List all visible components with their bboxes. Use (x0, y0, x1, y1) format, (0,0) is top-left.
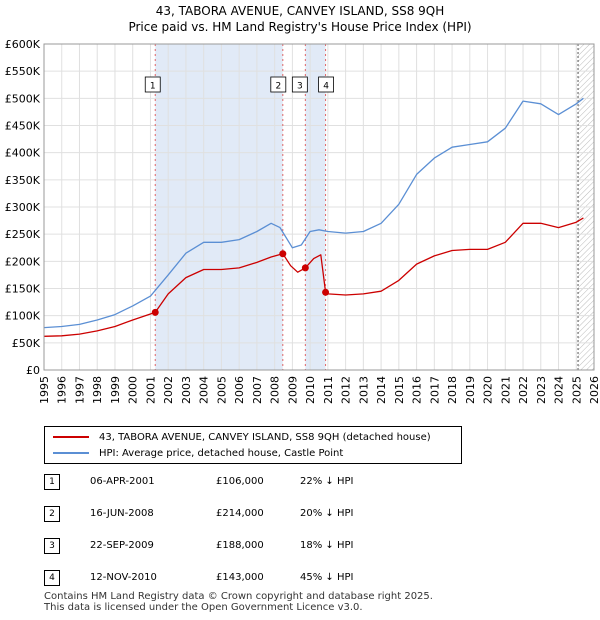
sale-marker-label: 4 (323, 82, 329, 92)
x-tick-label: 2009 (286, 376, 299, 404)
x-tick-label: 1998 (91, 376, 104, 404)
y-tick-label: £550K (5, 65, 41, 78)
x-tick-label: 2022 (517, 376, 530, 404)
legend-label-hpi: HPI: Average price, detached house, Cast… (99, 447, 344, 459)
x-tick-label: 2008 (269, 376, 282, 404)
x-tick-label: 2019 (464, 376, 477, 404)
y-tick-label: £200K (5, 255, 41, 268)
x-tick-label: 2004 (198, 376, 211, 404)
y-tick-label: £350K (5, 174, 41, 187)
chart-title: 43, TABORA AVENUE, CANVEY ISLAND, SS8 9Q… (155, 4, 445, 18)
sale-marker-box (270, 76, 287, 93)
x-tick-label: 2014 (375, 376, 388, 404)
transaction-marker: 2 (44, 506, 60, 522)
y-tick-label: £150K (5, 283, 41, 296)
transaction-date: 16-JUN-2008 (90, 508, 154, 519)
y-tick-label: £400K (5, 147, 41, 160)
y-tick-label: £0 (26, 364, 40, 377)
x-tick-label: 2011 (322, 376, 335, 404)
legend-item-hpi: HPI: Average price, detached house, Cast… (53, 445, 343, 461)
chart-legend: 43, TABORA AVENUE, CANVEY ISLAND, SS8 9Q… (44, 426, 462, 464)
sale-marker-label: 3 (297, 82, 303, 92)
x-tick-label: 1999 (109, 376, 122, 404)
transaction-price: £143,000 (216, 572, 264, 583)
transaction-marker: 4 (44, 570, 60, 586)
x-tick-label: 2002 (162, 376, 175, 404)
sale-point (279, 250, 287, 258)
legend-label-property: 43, TABORA AVENUE, CANVEY ISLAND, SS8 9Q… (99, 431, 431, 443)
x-tick-label: 2006 (233, 376, 246, 404)
footer-note: Contains HM Land Registry data © Crown c… (44, 591, 433, 613)
x-tick-label: 2020 (482, 376, 495, 404)
x-tick-label: 2021 (499, 376, 512, 404)
transaction-date: 12-NOV-2010 (90, 572, 157, 583)
price-chart: 1 2 3 4 £0 £50K £100K £150K £200K £250K £300K £350K… (5, 38, 600, 404)
table-row: 1 06-APR-2001 £106,000 22% ↓ HPI (44, 474, 424, 492)
x-tick-label: 2024 (553, 376, 566, 404)
chart-subtitle: Price paid vs. HM Land Registry's House … (128, 20, 472, 34)
x-tick-label: 2016 (411, 376, 424, 404)
sale-marker-box (291, 76, 308, 93)
table-row: 4 12-NOV-2010 £143,000 45% ↓ HPI (44, 570, 424, 588)
sale-point (151, 308, 159, 316)
transaction-price: £106,000 (216, 476, 264, 487)
x-tick-label: 2025 (570, 376, 583, 404)
x-tick-label: 1995 (38, 376, 51, 404)
x-tick-label: 2013 (357, 376, 370, 404)
x-tick-label: 2026 (588, 376, 600, 404)
footer-line-1: Contains HM Land Registry data © Crown c… (44, 591, 433, 602)
sale-point (322, 288, 330, 296)
x-tick-label: 2005 (215, 376, 228, 404)
sale-marker-label: 2 (275, 82, 281, 92)
y-tick-label: £250K (5, 228, 41, 241)
sale-marker-box (318, 76, 334, 93)
x-tick-label: 2000 (127, 376, 140, 404)
legend-item-property: 43, TABORA AVENUE, CANVEY ISLAND, SS8 9Q… (53, 429, 431, 445)
sale-marker-box (144, 76, 161, 93)
x-tick-label: 2012 (340, 376, 353, 404)
x-tick-label: 2018 (446, 376, 459, 404)
hpi-line (43, 97, 584, 329)
x-tick-label: 2010 (304, 376, 317, 404)
transaction-diff: 22% ↓ HPI (300, 476, 354, 487)
transaction-diff: 18% ↓ HPI (300, 540, 354, 551)
y-tick-label: £50K (12, 337, 41, 350)
x-tick-label: 2003 (180, 376, 193, 404)
x-tick-label: 2001 (144, 376, 157, 404)
y-tick-label: £100K (5, 310, 41, 323)
transaction-date: 22-SEP-2009 (90, 540, 154, 551)
transaction-marker: 1 (44, 474, 60, 490)
x-tick-label: 1997 (73, 376, 86, 404)
footer-line-2: This data is licensed under the Open Gov… (44, 602, 363, 613)
x-tick-label: 2017 (428, 376, 441, 404)
transaction-diff: 45% ↓ HPI (300, 572, 354, 583)
legend-swatch-hpi (53, 452, 89, 454)
table-row: 3 22-SEP-2009 £188,000 18% ↓ HPI (44, 538, 424, 556)
x-tick-label: 1996 (56, 376, 69, 404)
y-tick-label: £450K (5, 120, 41, 133)
transaction-diff: 20% ↓ HPI (300, 508, 354, 519)
y-tick-label: £500K (5, 92, 41, 105)
x-tick-label: 2007 (251, 376, 264, 404)
table-row: 2 16-JUN-2008 £214,000 20% ↓ HPI (44, 506, 424, 524)
sale-marker-label: 1 (150, 82, 156, 92)
legend-swatch-property (53, 436, 89, 438)
transaction-price: £188,000 (216, 540, 264, 551)
sale-point (301, 264, 309, 272)
transaction-date: 06-APR-2001 (90, 476, 155, 487)
transaction-price: £214,000 (216, 508, 264, 519)
transaction-marker: 3 (44, 538, 60, 554)
x-tick-label: 2023 (535, 376, 548, 404)
y-tick-label: £300K (5, 201, 41, 214)
y-tick-label: £600K (5, 38, 41, 51)
plot-frame (43, 43, 595, 371)
x-tick-label: 2015 (393, 376, 406, 404)
